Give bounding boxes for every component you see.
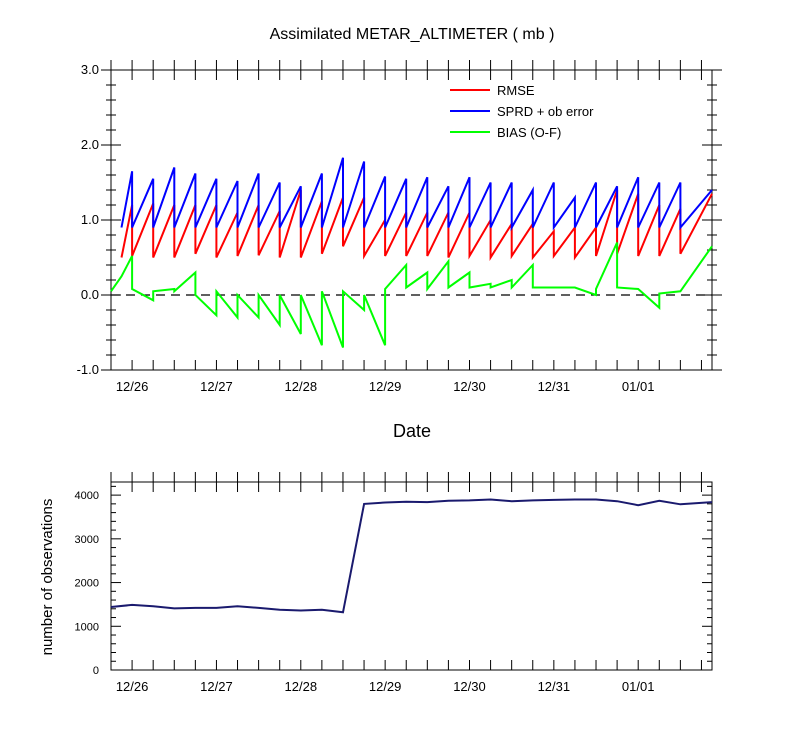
y-tick-label: 1.0	[81, 212, 99, 227]
top-plot-area: 12/26 12/27 12/28 12/29 12/30 12/31 01/01 -1.0 0…	[77, 60, 722, 394]
x-tick-label: 12/26	[116, 379, 149, 394]
plot-frame	[110, 481, 713, 671]
x-tick-label: 01/01	[622, 679, 655, 694]
plot-frame	[110, 69, 713, 371]
x-tick-label: 12/31	[538, 379, 571, 394]
x-axis-label: Date	[393, 421, 431, 441]
x-tick-label: 12/27	[200, 379, 233, 394]
y-tick-label: 0	[93, 665, 99, 677]
series-line-bias-o-f	[110, 242, 713, 348]
legend-entry: RMSE	[497, 83, 535, 98]
y-tick-label: -1.0	[77, 362, 99, 377]
legend-entry: SPRD + ob error	[497, 104, 594, 119]
series-line-observations	[110, 498, 713, 614]
x-tick-label: 01/01	[622, 379, 655, 394]
series-line-sprd-ob-error	[120, 157, 713, 232]
y-tick-label: 4000	[75, 490, 99, 502]
x-tick-label: 12/28	[285, 379, 318, 394]
x-tick-label: 12/28	[285, 679, 318, 694]
y-tick-label: 0.0	[81, 287, 99, 302]
y-tick-label: 1000	[75, 621, 99, 633]
legend-entry: BIAS (O-F)	[497, 125, 561, 140]
x-tick-label: 12/30	[453, 379, 486, 394]
y-tick-label: 3.0	[81, 62, 99, 77]
x-tick-label: 12/30	[453, 679, 486, 694]
chart-title: Assimilated METAR_ALTIMETER ( mb )	[270, 26, 555, 43]
x-tick-label: 12/29	[369, 379, 402, 394]
y-axis-label-observations: number of observations	[39, 499, 56, 656]
x-tick-label: 12/26	[116, 679, 149, 694]
x-tick-label: 12/29	[369, 679, 402, 694]
y-tick-label: 2.0	[81, 137, 99, 152]
x-tick-label: 12/31	[538, 679, 571, 694]
bottom-plot-area: 12/26 12/27 12/28 12/29 12/30 12/31 01/01 0 1000…	[75, 472, 713, 694]
y-tick-label: 3000	[75, 534, 99, 546]
x-tick-label: 12/27	[200, 679, 233, 694]
y-tick-label: 2000	[75, 578, 99, 590]
